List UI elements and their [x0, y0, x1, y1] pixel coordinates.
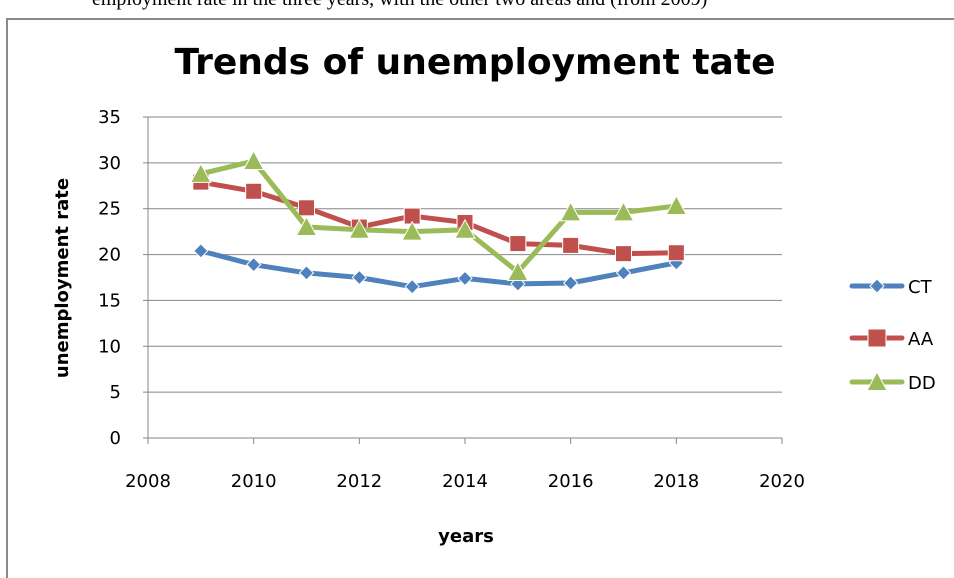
data-point	[562, 236, 580, 254]
data-point	[189, 162, 212, 183]
legend-item-aa: AA	[849, 328, 934, 350]
series-line	[198, 179, 679, 257]
legend: CT AA DD	[849, 277, 936, 394]
y-tick-label: 35	[98, 107, 121, 128]
x-tick-label: 2016	[548, 471, 594, 492]
series-dd	[189, 149, 688, 281]
y-tick-label: 25	[98, 199, 121, 220]
data-point	[615, 265, 632, 281]
series-line	[198, 158, 679, 275]
tick-labels: 0 5 10 15 20 25 30 35 2008 2010 2012 2014 2016 2018 20…	[98, 107, 805, 492]
data-point	[404, 278, 420, 295]
data-point	[457, 270, 473, 287]
data-point	[667, 244, 685, 262]
y-tick-label: 0	[110, 428, 121, 449]
y-tick-label: 5	[110, 382, 121, 403]
x-axis-label: years	[438, 526, 494, 547]
caption-text: employment rate in the three years, with…	[92, 0, 707, 9]
gridlines	[148, 116, 782, 393]
legend-label: DD	[908, 373, 936, 394]
x-tick-label: 2020	[759, 471, 805, 492]
legend-label: AA	[908, 329, 934, 350]
data-point	[348, 218, 371, 239]
data-point	[351, 269, 368, 286]
chart-title: Trends of unemployment tate	[175, 42, 776, 83]
data-point	[454, 218, 476, 239]
series-aa	[192, 173, 685, 263]
data-point	[245, 256, 262, 273]
y-tick-label: 15	[98, 290, 121, 311]
data-point	[506, 260, 529, 281]
data-point	[615, 245, 632, 263]
chart-frame	[6, 18, 954, 578]
legend-marker	[867, 328, 887, 348]
data-point	[509, 235, 527, 253]
y-axis-label: unemployment rate	[52, 178, 73, 378]
x-tick-label: 2018	[653, 471, 699, 492]
legend-marker	[869, 278, 885, 294]
y-tick-label: 30	[98, 153, 121, 174]
data-point	[298, 199, 315, 217]
legend-marker	[866, 370, 888, 391]
data-point	[401, 220, 424, 241]
x-tick-label: 2012	[336, 471, 382, 492]
x-tick-label: 2008	[125, 471, 171, 492]
data-point	[245, 182, 263, 200]
data-point	[193, 243, 209, 259]
legend-item-dd: DD	[849, 370, 936, 394]
data-point	[298, 265, 315, 281]
axes	[143, 116, 783, 444]
caption-fragment: employment rate in the three years, with…	[0, 0, 954, 18]
data-point	[665, 194, 688, 215]
series-ct	[193, 243, 685, 295]
y-tick-label: 10	[98, 336, 121, 357]
data-point	[242, 149, 265, 171]
series-line	[198, 248, 679, 290]
data-point	[559, 201, 582, 222]
x-tick-label: 2010	[231, 471, 277, 492]
data-point	[562, 275, 579, 291]
data-series	[189, 149, 688, 295]
legend-item-ct: CT	[849, 277, 933, 298]
legend-label: CT	[908, 277, 933, 298]
data-point	[612, 201, 635, 222]
y-tick-label: 20	[98, 245, 121, 266]
x-tick-label: 2014	[442, 471, 488, 492]
data-point	[295, 216, 318, 237]
